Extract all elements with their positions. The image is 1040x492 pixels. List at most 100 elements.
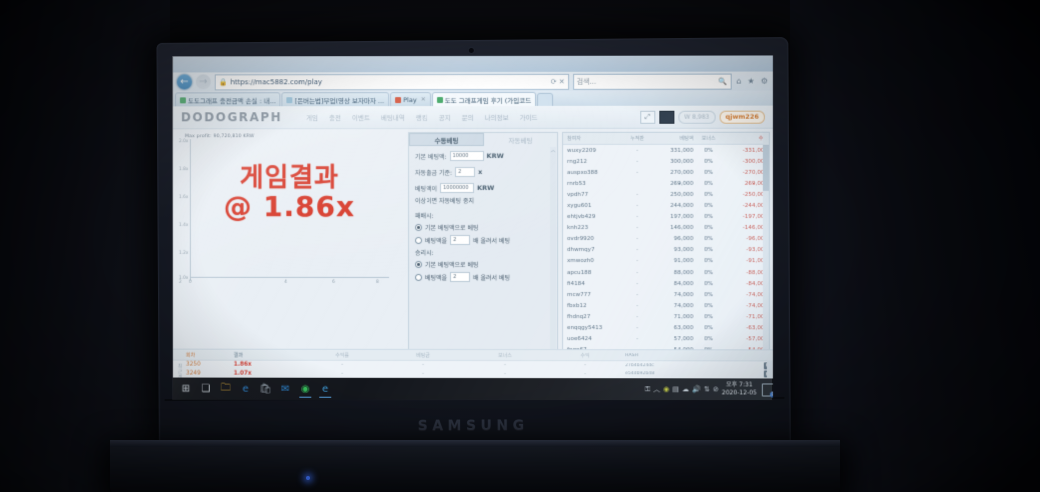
browser-tab[interactable]: 도도그래프 충전금액 손실 : 내... [174,92,281,107]
radio-icon[interactable] [415,273,423,281]
tab-auto-bet[interactable]: 자동베팅 [508,136,533,145]
result-heading: 게임결과 [239,163,340,194]
tab-manual-bet[interactable]: 수동베팅 [409,132,485,147]
cloud-icon[interactable]: ☁ [682,385,690,394]
cell-user: ehtjvb429 [567,214,596,221]
home-icon[interactable]: ⌂ [736,76,742,86]
radio-icon[interactable] [415,224,423,231]
table-row: fi4184-84,000 0% -84,000 [563,278,769,289]
expand-icon[interactable]: ⤢ [640,110,656,124]
gear-icon[interactable]: ⚙ [760,76,768,86]
block-icon[interactable]: ⊘ [712,385,719,394]
favorites-icon[interactable]: ★ [747,76,755,86]
participants-scrollbar[interactable] [762,132,769,379]
cell-bonus: 0% [704,202,714,209]
close-icon[interactable]: ✕ [420,96,426,104]
cell-bet: - [421,362,425,369]
show-hidden-icon[interactable]: ⚿ [644,384,651,393]
browser-tab[interactable]: [돈버는법]부업(영상 보자마자 ... [281,92,390,107]
column-header-rate: 수익률 [335,352,350,359]
search-input[interactable]: 검색... 🔍 [572,73,732,90]
user-badge[interactable]: qjwm226 [719,110,765,124]
taskbar-clock[interactable]: 오후 7:31 2020-12-05 [722,381,757,397]
cell-bet: 57,000 [673,336,694,343]
address-bar-icons[interactable]: ⟳ ✕ [550,77,565,86]
volume-icon[interactable]: 🔊 [692,385,701,394]
task-view-icon[interactable]: ❏ [201,383,211,395]
cell-profit: -84,000 [746,280,768,287]
column-header-profit: 수익 [580,352,590,359]
nav-item-history[interactable]: 베팅내역 [380,114,405,123]
laptop-screen: ← → 🔒 https://mac5882.com/play ⟳ ✕ 검색...… [172,55,773,401]
naver-whale-icon[interactable]: ◉ [296,380,314,398]
nav-item-game[interactable]: 게임 [306,114,319,123]
auto-cashout-row: 자동출금 기준: 2 x [415,166,551,178]
cell-bonus: 0% [704,169,714,176]
theme-toggle[interactable] [659,110,675,124]
cell-profit: -91,000 [746,258,768,265]
column-header-hash: HASH [625,352,639,358]
base-bet-input[interactable]: 10000 [449,150,484,162]
cell-user: apcu188 [567,269,592,276]
cell-count: - [636,236,639,243]
nav-item-ranking[interactable]: 랭킹 [415,114,428,123]
chevron-up-icon[interactable]: ︿ [550,147,556,154]
cell-result: 1.07x [233,370,252,377]
page-icon [436,96,443,103]
scrollbar-thumb[interactable] [762,144,769,191]
bet-mode-tabs: 수동베팅 자동베팅 [409,132,557,147]
radio-icon[interactable] [415,236,423,244]
radio-icon[interactable] [415,260,423,268]
cell-user: uoe6424 [567,336,592,343]
network-icon[interactable]: ⇅ [703,385,710,394]
edge-browser-icon[interactable]: e [242,383,249,395]
back-arrow-icon[interactable]: ← [176,74,192,90]
auto-cashout-input[interactable]: 2 [455,166,476,178]
browser-tab[interactable]: 도도 그래프게임 후기 (가입코드 [431,91,537,107]
notifications-icon[interactable]: 1 [761,382,773,398]
on-win-option-multiply[interactable]: 베팅액을 2 배 올려서 베팅 [415,271,551,282]
on-lose-multiplier-input[interactable]: 2 [450,234,471,245]
new-tab-button[interactable] [537,92,554,106]
table-row: fbxb12-74,000 0% -74,000 [563,300,769,311]
internet-explorer-icon[interactable]: e [316,380,334,398]
cell-bet: 244,000 [670,202,694,209]
file-explorer-icon[interactable]: 🗀 [220,382,231,394]
nav-item-guide[interactable]: 가이드 [519,113,538,122]
stop-bet-input[interactable]: 10000000 [440,182,475,194]
cell-rate: - [341,370,344,377]
browser-tab[interactable]: Play ✕ [390,92,431,107]
column-header-round: 회차 [185,352,196,359]
table-row: ehtjvb429-197,000 0% -197,000 [563,212,769,223]
cell-profit: -63,000 [746,325,768,332]
cell-user: knh223 [567,225,589,232]
brand-logo: SAMSUNG [417,417,529,435]
forward-arrow-icon[interactable]: → [195,74,211,90]
storage-icon[interactable]: ▤ [672,385,680,394]
nav-item-event[interactable]: 이벤트 [352,114,370,123]
cell-profit: -270,000 [742,169,768,176]
mail-icon[interactable]: ✉ [281,383,290,395]
address-bar[interactable]: 🔒 https://mac5882.com/play ⟳ ✕ [214,73,569,90]
cell-count: - [636,225,639,232]
chevron-up-icon[interactable]: ︿ [653,385,661,394]
nav-item-support[interactable]: 문의 [461,113,474,123]
nav-item-charge[interactable]: 충전 [329,114,342,123]
on-lose-option-multiply[interactable]: 베팅액을 2 배 올려서 베팅 [415,234,551,245]
site-header: DODOGRAPH 게임 충전 이벤트 베팅내역 랭킹 공지 문의 나의정보 가… [172,105,773,130]
on-lose-option-base[interactable]: 기본 베팅액으로 베팅 [415,223,551,232]
cell-bonus: 0% [704,180,714,187]
nav-item-notice[interactable]: 공지 [438,114,451,123]
microsoft-store-icon[interactable]: 🛍 [259,383,272,395]
on-win-multiplier-input[interactable]: 2 [450,271,471,282]
bet-panel-scrollbar[interactable]: ︿ ﹀ [550,146,557,365]
start-icon[interactable]: ⊞ [181,383,191,395]
security-icon[interactable]: ◉ [663,385,670,394]
browser-tab-title: [돈버는법]부업(영상 보자마자 ... [294,96,385,105]
nav-item-myinfo[interactable]: 나의정보 [484,113,509,122]
background-right [790,0,1040,492]
cell-profit: -269,000 [742,180,768,187]
on-win-option-base[interactable]: 기본 베팅액으로 베팅 [415,260,551,269]
cell-count: - [636,291,639,298]
background-left [0,0,170,492]
